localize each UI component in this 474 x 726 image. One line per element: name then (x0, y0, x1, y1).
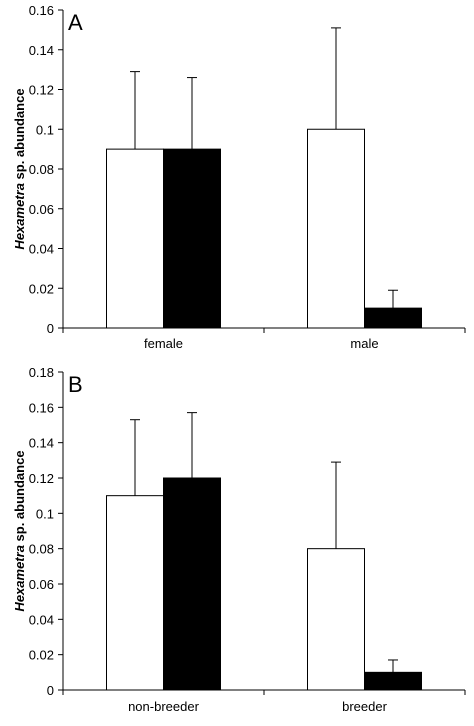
y-tick-label: 0.04 (29, 612, 54, 627)
x-tick-label: female (144, 336, 183, 351)
panel-b-chart: 0 0.02 0.04 0.06 0.08 0.1 0.12 0.14 0.16 0.18 non-… (12, 365, 466, 714)
bar (364, 671, 422, 691)
y-tick-label: 0.18 (29, 365, 54, 380)
bar (307, 548, 365, 691)
y-tick-label: 0.06 (29, 577, 54, 592)
y-tick-label: 0.08 (29, 162, 54, 177)
y-tick-label: 0.12 (29, 471, 54, 486)
y-axis-label-rest: sp. abundance (12, 88, 27, 183)
y-tick-label: 0.02 (29, 648, 54, 663)
y-tick-label: 0.14 (29, 43, 54, 58)
y-axis-label: Hexametra sp. abundance (12, 88, 27, 249)
y-tick-label: 0.06 (29, 202, 54, 217)
x-tick-label: breeder (342, 699, 387, 714)
y-tick-label: 0.1 (36, 122, 54, 137)
y-tick-label: 0.02 (29, 281, 54, 296)
panel-label: A (68, 10, 83, 35)
y-tick-label: 0.1 (36, 506, 54, 521)
y-axis-label-italic: Hexametra (12, 545, 27, 612)
y-axis-label-rest: sp. abundance (12, 450, 27, 545)
panel-label: B (68, 372, 83, 397)
y-tick-label: 0.08 (29, 542, 54, 557)
y-tick-label: 0.16 (29, 3, 54, 18)
bar (106, 148, 164, 329)
bar (106, 495, 164, 691)
y-tick-label: 0 (47, 321, 54, 336)
x-tick-label: non-breeder (128, 699, 199, 714)
y-tick-label: 0.04 (29, 242, 54, 257)
panel-a-chart: 0 0.02 0.04 0.06 0.08 0.1 0.12 0.14 0.16 female ma… (12, 3, 466, 351)
y-axis-label: Hexametra sp. abundance (12, 450, 27, 611)
y-tick-label: 0.14 (29, 436, 54, 451)
y-tick-label: 0.12 (29, 83, 54, 98)
x-tick-label: male (350, 336, 378, 351)
y-tick-label: 0 (47, 683, 54, 698)
bar (163, 477, 221, 691)
y-tick-label: 0.16 (29, 400, 54, 415)
y-axis-label-italic: Hexametra (12, 183, 27, 250)
bar (163, 148, 221, 329)
bar (364, 307, 422, 329)
bar (307, 128, 365, 329)
